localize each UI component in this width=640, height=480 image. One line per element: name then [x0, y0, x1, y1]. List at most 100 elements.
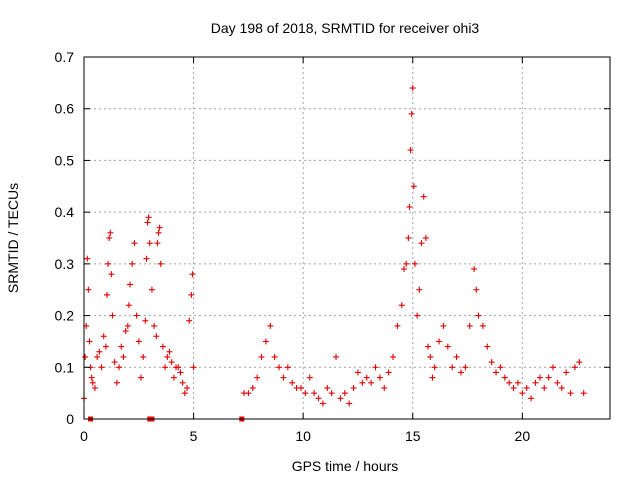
- data-point-1: [82, 353, 89, 360]
- x-tick-label: 10: [295, 428, 311, 444]
- data-point-135: [501, 374, 508, 381]
- data-point-131: [484, 343, 491, 350]
- data-point-129: [475, 312, 482, 319]
- data-point-152: [576, 359, 583, 366]
- data-point-143: [536, 374, 543, 381]
- data-point-78: [302, 390, 309, 397]
- data-point-111: [416, 286, 423, 293]
- data-point-40: [146, 240, 153, 247]
- data-point-58: [181, 390, 188, 397]
- data-point-26: [122, 328, 129, 335]
- data-point-97: [385, 369, 392, 376]
- y-tick-label: 0.7: [55, 49, 75, 65]
- data-point-51: [166, 348, 173, 355]
- data-point-98: [390, 353, 397, 360]
- data-point-116: [427, 353, 434, 360]
- data-point-80: [311, 390, 318, 397]
- x-tick-label: 5: [190, 428, 198, 444]
- data-point-45: [155, 229, 162, 236]
- y-tick-label: 0.3: [55, 256, 75, 272]
- x-tick-label: 15: [405, 428, 421, 444]
- data-point-138: [514, 379, 521, 386]
- data-point-142: [532, 379, 539, 386]
- chart-title: Day 198 of 2018, SRMTID for receiver ohi…: [211, 20, 480, 36]
- data-point-118: [431, 364, 438, 371]
- data-point-133: [493, 369, 500, 376]
- data-point-21: [111, 359, 118, 366]
- data-point-9: [91, 384, 98, 391]
- data-point-106: [408, 110, 415, 117]
- data-point-96: [381, 384, 388, 391]
- data-point-43: [153, 333, 160, 340]
- data-point-66: [249, 384, 256, 391]
- data-point-73: [280, 374, 287, 381]
- data-point-23: [116, 364, 123, 371]
- data-point-130: [479, 322, 486, 329]
- data-point-134: [497, 364, 504, 371]
- data-point-13: [100, 333, 107, 340]
- data-point-92: [363, 374, 370, 381]
- data-point-61: [188, 291, 195, 298]
- data-point-8: [89, 379, 96, 386]
- data-point-104: [406, 203, 413, 210]
- data-point-107: [409, 85, 416, 92]
- data-point-75: [289, 379, 296, 386]
- data-point-72: [276, 364, 283, 371]
- data-point-47: [157, 260, 164, 267]
- data-point-99: [394, 322, 401, 329]
- data-point-10: [94, 353, 101, 360]
- data-point-84: [328, 390, 335, 397]
- y-tick-label: 0.1: [55, 359, 75, 375]
- data-point-151: [571, 364, 578, 371]
- data-point-44: [154, 240, 161, 247]
- data-point-132: [488, 359, 495, 366]
- data-point-141: [528, 395, 535, 402]
- y-tick-label: 0: [66, 411, 74, 427]
- data-point-147: [554, 379, 561, 386]
- data-point-119: [436, 338, 443, 345]
- data-point-127: [471, 266, 478, 273]
- plot-frame: [83, 56, 611, 420]
- data-point-29: [127, 281, 134, 288]
- data-point-63: [190, 364, 197, 371]
- data-point-122: [449, 364, 456, 371]
- data-point-101: [400, 266, 407, 273]
- data-point-100: [398, 302, 405, 309]
- data-point-12: [98, 364, 105, 371]
- data-point-52: [168, 359, 175, 366]
- data-point-25: [120, 353, 127, 360]
- data-point-4: [85, 286, 92, 293]
- data-point-86: [337, 395, 344, 402]
- data-point-115: [425, 343, 432, 350]
- data-point-123: [453, 353, 460, 360]
- data-point-109: [411, 260, 418, 267]
- data-point-120: [440, 322, 447, 329]
- data-point-108: [410, 183, 417, 190]
- data-point-91: [359, 379, 366, 386]
- data-point-83: [324, 384, 331, 391]
- data-point-105: [407, 147, 414, 154]
- data-point-87: [341, 390, 348, 397]
- data-point-18: [107, 229, 114, 236]
- data-point-16: [105, 260, 112, 267]
- data-point-3: [84, 255, 91, 262]
- data-point-81: [315, 395, 322, 402]
- data-point-46: [156, 224, 163, 231]
- data-point-77: [297, 384, 304, 391]
- data-point-103: [405, 235, 412, 241]
- x-tick-label: 0: [80, 428, 88, 444]
- data-point-148: [558, 384, 565, 391]
- data-point-137: [510, 384, 517, 391]
- x-axis-ticks: 0 5 10 15 20: [80, 57, 530, 444]
- data-point-150: [567, 390, 574, 397]
- grid-lines: [84, 57, 610, 419]
- data-points: [81, 85, 587, 407]
- data-point-102: [403, 260, 410, 267]
- data-point-37: [143, 255, 150, 262]
- data-point-30: [129, 260, 136, 267]
- y-axis-title: SRMTID / TECUs: [5, 183, 21, 293]
- x-tick-label: 20: [515, 428, 531, 444]
- data-point-114: [422, 235, 429, 241]
- data-point-82: [319, 400, 326, 407]
- data-point-60: [186, 317, 193, 324]
